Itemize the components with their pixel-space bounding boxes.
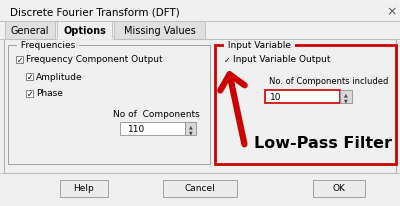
FancyBboxPatch shape (215, 46, 396, 164)
Text: 110: 110 (128, 124, 145, 133)
Text: Help: Help (74, 184, 94, 193)
Text: General: General (11, 26, 49, 36)
Text: Input Variable Output: Input Variable Output (233, 55, 330, 64)
Text: ▼: ▼ (344, 98, 348, 103)
Text: ✓: ✓ (224, 55, 230, 64)
FancyBboxPatch shape (26, 74, 33, 81)
FancyBboxPatch shape (265, 91, 340, 103)
FancyBboxPatch shape (163, 180, 237, 197)
Text: OK: OK (332, 184, 346, 193)
FancyBboxPatch shape (8, 46, 210, 164)
Text: ✓: ✓ (16, 55, 23, 64)
Text: Input Variable: Input Variable (225, 41, 294, 50)
FancyBboxPatch shape (4, 40, 396, 173)
FancyBboxPatch shape (114, 22, 205, 40)
Text: ✓: ✓ (26, 89, 33, 98)
Text: Frequencies: Frequencies (18, 41, 78, 50)
FancyBboxPatch shape (5, 22, 55, 40)
FancyBboxPatch shape (120, 122, 185, 135)
Text: ▲: ▲ (189, 124, 192, 129)
FancyBboxPatch shape (340, 91, 352, 103)
Text: ✓: ✓ (26, 72, 33, 81)
Text: No of  Components: No of Components (113, 110, 200, 119)
Text: Low-Pass Filter: Low-Pass Filter (254, 135, 392, 150)
Text: Frequency Component Output: Frequency Component Output (26, 55, 163, 64)
Text: Phase: Phase (36, 89, 63, 98)
FancyBboxPatch shape (16, 57, 23, 64)
Text: Discrete Fourier Transform (DFT): Discrete Fourier Transform (DFT) (10, 7, 180, 17)
Text: No. of Components included: No. of Components included (269, 77, 388, 86)
Text: 10: 10 (270, 92, 282, 102)
Text: Cancel: Cancel (185, 184, 215, 193)
FancyArrowPatch shape (220, 75, 245, 145)
Text: Amplitude: Amplitude (36, 72, 83, 81)
Text: ×: × (387, 6, 397, 18)
FancyBboxPatch shape (26, 91, 33, 97)
FancyBboxPatch shape (185, 122, 196, 135)
Text: Options: Options (63, 26, 106, 36)
Text: ▲: ▲ (344, 92, 348, 97)
Text: Missing Values: Missing Values (124, 26, 195, 36)
Text: ▼: ▼ (189, 130, 192, 135)
FancyBboxPatch shape (60, 180, 108, 197)
FancyBboxPatch shape (223, 57, 230, 64)
FancyBboxPatch shape (313, 180, 365, 197)
FancyBboxPatch shape (57, 22, 112, 40)
